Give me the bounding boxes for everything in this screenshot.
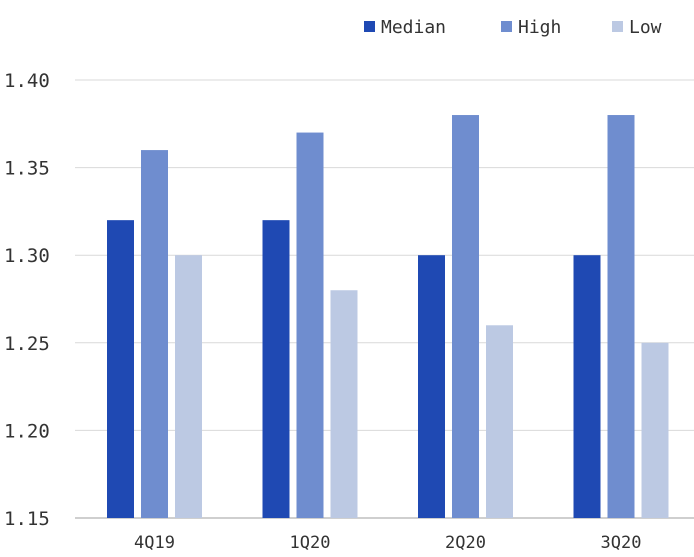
- x-tick-label: 1Q20: [290, 533, 331, 553]
- bar-median-1q20: [262, 220, 290, 518]
- y-tick-label: 1.35: [4, 158, 50, 180]
- x-tick-label: 2Q20: [445, 533, 486, 553]
- legend-swatch-high: [501, 21, 512, 32]
- bar-high-3q20: [607, 115, 635, 518]
- legend-label-high: High: [518, 17, 561, 38]
- bar-median-4q19: [107, 220, 134, 518]
- y-tick-label: 1.20: [4, 420, 50, 442]
- legend-label-median: Median: [381, 17, 446, 38]
- y-tick-label: 1.25: [4, 333, 50, 355]
- bar-median-2q20: [418, 255, 445, 518]
- x-tick-label: 3Q20: [601, 533, 642, 553]
- y-tick-label: 1.30: [4, 245, 50, 267]
- x-tick-label: 4Q19: [134, 533, 175, 553]
- y-tick-label: 1.40: [4, 70, 50, 92]
- bar-median-3q20: [573, 255, 601, 518]
- bar-low-2q20: [486, 325, 513, 518]
- legend-label-low: Low: [629, 17, 662, 38]
- legend-swatch-low: [612, 21, 623, 32]
- y-tick-label: 1.15: [4, 508, 50, 530]
- legend-swatch-median: [364, 21, 375, 32]
- bar-low-4q19: [175, 255, 202, 518]
- bar-high-1q20: [296, 132, 324, 518]
- bars: [107, 115, 669, 518]
- y-axis-ticks: 1.40 1.35 1.30 1.25 1.20 1.15: [4, 70, 50, 530]
- bar-high-4q19: [141, 150, 168, 518]
- bar-low-3q20: [641, 342, 669, 518]
- x-axis-labels: 4Q19 1Q20 2Q20 3Q20: [134, 533, 641, 553]
- legend: Median High Low: [364, 17, 662, 38]
- bar-high-2q20: [452, 115, 479, 518]
- bar-low-1q20: [330, 290, 358, 518]
